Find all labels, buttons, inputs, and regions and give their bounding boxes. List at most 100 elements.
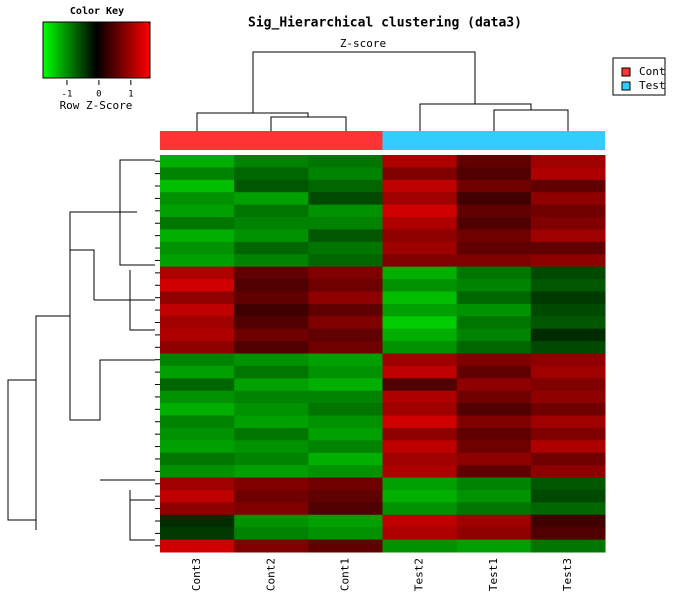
heatmap-cell	[160, 353, 235, 367]
heatmap-cell	[382, 279, 458, 292]
heatmap-cell	[234, 390, 309, 404]
heatmap-cell	[234, 192, 309, 206]
heatmap-cell	[160, 489, 235, 503]
heatmap-cell	[456, 353, 532, 367]
heatmap-cell	[456, 204, 532, 218]
heatmap-cell	[382, 229, 458, 243]
heatmap-cell	[456, 341, 532, 354]
heatmap-cell	[382, 254, 458, 268]
heatmap-cell	[456, 155, 532, 168]
heatmap-cell	[382, 328, 458, 342]
heatmap-cell	[234, 204, 309, 218]
column-group-bar	[382, 131, 605, 150]
column-dendrogram	[196, 51, 569, 131]
heatmap-cell	[160, 241, 235, 255]
heatmap-cell	[308, 217, 383, 230]
heatmap-cell	[530, 427, 606, 441]
color-key-title: Color Key	[70, 6, 124, 17]
heatmap-cell	[382, 440, 458, 454]
heatmap-cell	[308, 365, 383, 379]
heatmap-cell	[160, 341, 235, 354]
heatmap-cell	[160, 440, 235, 454]
heatmap-cell	[308, 291, 383, 305]
heatmap-cell	[234, 155, 309, 168]
heatmap-cell	[160, 266, 235, 280]
heatmap-cell	[160, 254, 235, 268]
heatmap-cell	[382, 539, 458, 553]
heatmap-cell	[456, 167, 532, 181]
heatmap-cell	[456, 378, 532, 392]
heatmap-cell	[160, 502, 235, 516]
heatmap-cell	[530, 167, 606, 181]
column-label: Cont3	[190, 558, 203, 591]
heatmap-cell	[456, 192, 532, 206]
heatmap-cell	[456, 316, 532, 330]
heatmap-cell	[160, 465, 235, 479]
heatmap-cell	[308, 514, 383, 528]
heatmap-cell	[308, 427, 383, 441]
heatmap-cell	[160, 527, 235, 541]
heatmap-cell	[382, 477, 458, 491]
heatmap-cell	[530, 192, 606, 206]
heatmap-cell	[530, 465, 606, 479]
heatmap-cell	[308, 502, 383, 516]
heatmap-cell	[530, 353, 606, 367]
heatmap-cell	[456, 477, 532, 491]
heatmap-cell	[530, 452, 606, 466]
heatmap-cell	[530, 229, 606, 243]
heatmap-cell	[530, 266, 606, 280]
heatmap-cell	[456, 229, 532, 243]
heatmap-cell	[530, 365, 606, 379]
heatmap-cell	[308, 266, 383, 280]
heatmap-cell	[456, 179, 532, 193]
heatmap-cell	[160, 291, 235, 305]
key-tick-label: 1	[128, 90, 133, 100]
heatmap-cell	[160, 316, 235, 330]
heatmap-cell	[160, 378, 235, 392]
heatmap-cell	[308, 477, 383, 491]
heatmap-cell	[308, 452, 383, 466]
heatmap-cell	[160, 204, 235, 218]
heatmap-cell	[456, 279, 532, 292]
heatmap-cell	[456, 452, 532, 466]
heatmap-cell	[456, 291, 532, 305]
column-label: Cont1	[338, 558, 351, 591]
heatmap-cell	[234, 179, 309, 193]
heatmap-cell	[456, 254, 532, 268]
heatmap-cell	[308, 489, 383, 503]
heatmap-cell	[530, 303, 606, 317]
column-label: Test2	[413, 558, 426, 591]
heatmap-cell	[530, 514, 606, 528]
heatmap-cell	[160, 303, 235, 317]
heatmap-cell	[234, 303, 309, 317]
heatmap-cell	[382, 303, 458, 317]
heatmap-cell	[530, 477, 606, 491]
heatmap-cell	[530, 204, 606, 218]
color-key-label: Row Z-Score	[60, 99, 133, 112]
heatmap-cell	[308, 204, 383, 218]
heatmap-cell	[234, 365, 309, 379]
heatmap-cell	[234, 539, 309, 553]
heatmap-cell	[456, 465, 532, 479]
heatmap-cell	[234, 254, 309, 268]
heatmap-cell	[160, 415, 235, 429]
heatmap-cell	[456, 415, 532, 429]
heatmap-cell	[308, 279, 383, 292]
heatmap-cell	[308, 341, 383, 354]
chart-title: Sig_Hierarchical clustering (data3)	[248, 16, 522, 31]
heatmap-cell	[234, 378, 309, 392]
heatmap-cell	[382, 514, 458, 528]
heatmap-cell	[160, 229, 235, 243]
heatmap-cell	[308, 440, 383, 454]
heatmap-cell	[234, 266, 309, 280]
heatmap-cell	[456, 403, 532, 417]
heatmap-cell	[234, 241, 309, 255]
column-label: Test1	[487, 558, 500, 591]
heatmap-cell	[160, 279, 235, 292]
heatmap-cell	[382, 316, 458, 330]
heatmap-cell	[234, 527, 309, 541]
heatmap-cell	[382, 204, 458, 218]
heatmap-cell	[456, 217, 532, 230]
heatmap-cell	[308, 527, 383, 541]
heatmap-cell	[530, 415, 606, 429]
